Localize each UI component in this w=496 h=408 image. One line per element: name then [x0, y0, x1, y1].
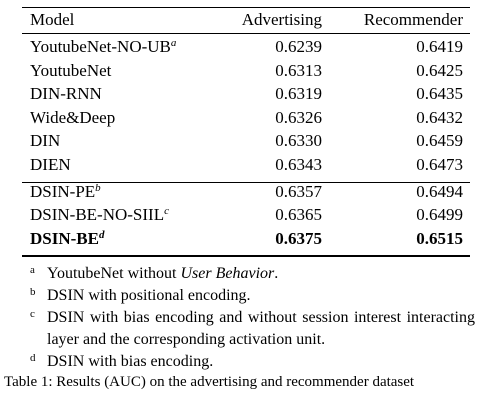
footnote: d DSIN with bias encoding. [30, 351, 475, 373]
recommender-cell: 0.6419 [416, 37, 463, 56]
advertising-cell: 0.6326 [275, 107, 322, 127]
model-name: DIEN [30, 155, 71, 174]
model-cell: DSIN-BE-NO-SIILc [30, 205, 169, 225]
footnote-part: DSIN with positional encoding. [47, 287, 251, 305]
recommender-cell: 0.6432 [416, 107, 463, 127]
recommender-cell: 0.6499 [416, 205, 463, 225]
footnote-part: User Behavior [180, 265, 275, 283]
footnote-mark: a [170, 37, 177, 49]
footnote-letter: c [30, 308, 35, 321]
model-name: YoutubeNet [30, 60, 112, 80]
table-rule [22, 255, 470, 257]
footnote: b DSIN with positional encoding. [30, 285, 475, 307]
footnote-text: DSIN with bias encoding and without sess… [47, 307, 475, 351]
header-cell: Model [30, 10, 75, 29]
model-cell: DIN-RNN [30, 84, 102, 104]
footnote-mark: d [98, 228, 105, 241]
footnote-part: DSIN with bias encoding and without sess… [47, 309, 475, 349]
header-cell: Advertising [241, 10, 322, 29]
advertising-cell: 0.6365 [275, 205, 322, 225]
model-name: DIN [30, 131, 61, 151]
model-cell: DIEN [30, 155, 71, 175]
advertising-cell: 0.6357 [275, 181, 322, 201]
table-rule [22, 181, 470, 183]
footnote: c DSIN with bias encoding and without ses… [30, 307, 475, 351]
advertising-cell: 0.6313 [275, 60, 322, 80]
model-cell: DIN [30, 131, 60, 151]
footnote-part: . [274, 265, 279, 283]
caption: Table 1: Results (AUC) on the advertisin… [4, 374, 415, 391]
model-name: YoutubeNet-NO-UB [30, 37, 171, 56]
table-rule [22, 7, 470, 9]
header-cell: Recommender [363, 10, 463, 29]
footnote-letter: d [30, 352, 36, 365]
model-cell: Wide&Deep [30, 108, 115, 128]
model-cell: DSIN-PEb [30, 182, 101, 202]
model-cell: DSIN-BEd [30, 229, 104, 249]
footnote-part: YoutubeNet without [47, 265, 181, 283]
footnote-text: DSIN with bias encoding. [47, 351, 475, 373]
recommender-cell: 0.6435 [416, 84, 463, 104]
advertising-cell: 0.6330 [275, 131, 322, 151]
table-rule [22, 33, 470, 34]
model-name: DSIN-BE [30, 228, 99, 248]
recommender-cell: 0.6473 [416, 155, 463, 174]
recommender-cell: 0.6494 [416, 181, 463, 201]
recommender-cell: 0.6459 [416, 131, 463, 151]
model-name: DSIN-PE [30, 181, 96, 201]
recommender-cell: 0.6425 [416, 60, 463, 80]
recommender-cell: 0.6515 [416, 228, 463, 248]
footnote-part: DSIN with bias encoding. [47, 353, 214, 371]
footnote: a YoutubeNet without User Behavior. [30, 263, 475, 285]
advertising-cell: 0.6319 [275, 84, 322, 104]
model-name: Wide&Deep [30, 107, 116, 127]
advertising-cell: 0.6375 [275, 228, 322, 248]
footnote-letter: b [30, 286, 36, 299]
model-cell: YoutubeNet-NO-UBa [30, 37, 176, 57]
footnote-mark: b [95, 181, 101, 194]
advertising-cell: 0.6343 [275, 155, 322, 174]
advertising-cell: 0.6239 [275, 37, 322, 56]
footnote-text: YoutubeNet without User Behavior. [47, 263, 475, 285]
footnote-mark: c [164, 205, 169, 218]
model-cell: YoutubeNet [30, 61, 111, 81]
footnote-text: DSIN with positional encoding. [47, 285, 475, 307]
model-name: DSIN-BE-NO-SIIL [30, 205, 165, 225]
footnote-letter: a [30, 264, 35, 277]
model-name: DIN-RNN [30, 84, 102, 104]
